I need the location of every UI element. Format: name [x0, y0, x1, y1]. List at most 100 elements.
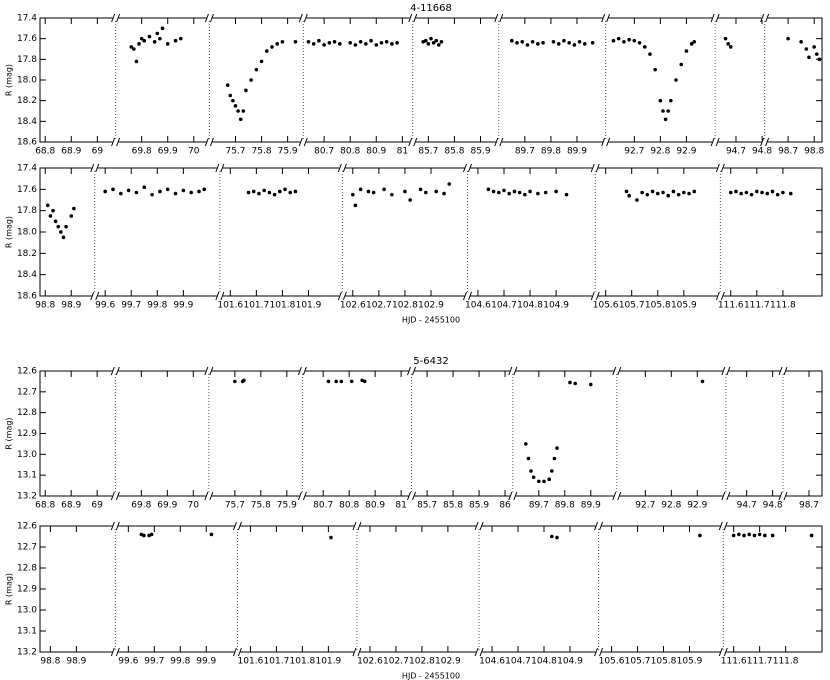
x-tick-label: 99.9: [196, 657, 216, 667]
data-point: [742, 533, 746, 538]
x-axis-label: HJD - 2455100: [402, 672, 460, 680]
axis-break: [720, 291, 725, 301]
axis-break: [726, 491, 731, 501]
axis-break: [115, 647, 120, 657]
y-axis-label: R (mag): [5, 64, 14, 96]
x-tick-label: 104.9: [557, 657, 583, 667]
x-tick-label: 111.7: [747, 657, 773, 667]
y-tick-label: 12.9: [17, 585, 37, 595]
data-point: [731, 533, 736, 538]
data-point: [573, 381, 577, 386]
data-point: [225, 83, 230, 87]
x-tick-label: 92.9: [676, 147, 696, 157]
x-tick-label: 70: [188, 147, 200, 157]
axis-break-gap: [464, 166, 471, 170]
axis-break-gap: [112, 494, 119, 498]
y-tick-label: 13.1: [17, 627, 37, 637]
data-point: [650, 189, 655, 194]
axis-break: [494, 13, 499, 23]
axis-break-gap: [722, 369, 729, 373]
x-tick-label: 68.9: [61, 501, 81, 511]
data-point: [429, 36, 433, 41]
axis-break: [357, 521, 362, 531]
data-point: [554, 189, 558, 194]
x-tick-label: 104.6: [465, 301, 491, 311]
data-point: [666, 109, 671, 113]
x-tick-label: 80.7: [313, 501, 333, 511]
data-point: [353, 43, 358, 47]
axis-break-gap: [409, 16, 416, 20]
axis-break: [220, 163, 225, 173]
x-tick-label: 68.8: [35, 501, 55, 511]
axis-break-gap: [353, 524, 360, 528]
data-point: [728, 45, 733, 49]
data-point: [700, 379, 705, 384]
axis-break: [215, 163, 220, 173]
data-point: [329, 535, 333, 540]
x-tick-label: 70: [188, 501, 200, 511]
data-point: [149, 532, 154, 537]
data-point: [51, 208, 55, 213]
x-tick-label: 98.8: [35, 301, 55, 311]
x-tick-label: 92.8: [650, 147, 670, 157]
data-point: [332, 39, 337, 44]
data-point: [236, 109, 240, 113]
axis-break: [220, 291, 225, 301]
y-tick-label: 13.0: [17, 450, 37, 460]
x-tick-label: 101.9: [315, 657, 341, 667]
data-point: [530, 39, 535, 44]
data-point: [572, 43, 577, 47]
data-point: [582, 42, 587, 46]
data-point: [653, 67, 657, 72]
y-tick-label: 18.2: [17, 96, 37, 106]
x-tick-label: 101.6: [217, 301, 243, 311]
axis-break: [352, 521, 357, 531]
axis-break-gap: [495, 16, 502, 20]
axis-break: [778, 491, 783, 501]
x-tick-label: 69: [92, 147, 104, 157]
data-point: [542, 479, 546, 484]
axis-break-gap: [299, 494, 306, 498]
axis-break: [721, 366, 726, 376]
axis-break-gap: [112, 524, 119, 528]
data-point: [692, 39, 697, 44]
data-point: [807, 55, 811, 60]
x-axis-label: HJD - 2455100: [402, 316, 460, 325]
y-tick-label: 13.0: [17, 606, 37, 616]
x-tick-label: 89.9: [567, 147, 587, 157]
data-point: [173, 38, 178, 43]
axis-break: [590, 291, 595, 301]
axis-break: [407, 366, 411, 376]
data-point: [142, 38, 147, 43]
data-point: [744, 190, 749, 195]
axis-break-gap: [112, 16, 119, 20]
data-point: [674, 78, 678, 82]
data-point: [349, 379, 354, 384]
axis-break-gap: [409, 140, 416, 144]
x-tick-label: 105.7: [625, 657, 651, 667]
x-tick-label: 98.8: [804, 147, 824, 157]
data-point: [61, 235, 66, 240]
axis-break: [715, 163, 720, 173]
x-tick-label: 101.7: [264, 657, 290, 667]
data-point: [246, 190, 251, 195]
axis-break: [599, 647, 604, 657]
data-point: [150, 192, 154, 197]
axis-break-gap: [205, 369, 212, 373]
data-point: [541, 41, 545, 45]
axis-break: [204, 137, 209, 147]
data-point: [371, 190, 376, 195]
x-tick-label: 80.9: [366, 147, 386, 157]
data-point: [564, 192, 569, 197]
data-point: [747, 532, 752, 537]
data-point: [640, 190, 644, 195]
x-tick-label: 94.8: [752, 147, 772, 157]
x-tick-label: 98.7: [799, 501, 819, 511]
data-point: [577, 39, 582, 44]
data-point: [233, 104, 238, 108]
axis-break: [110, 647, 115, 657]
data-point: [804, 47, 809, 51]
data-point: [403, 189, 407, 194]
axis-break: [204, 13, 209, 23]
data-point: [520, 39, 525, 44]
